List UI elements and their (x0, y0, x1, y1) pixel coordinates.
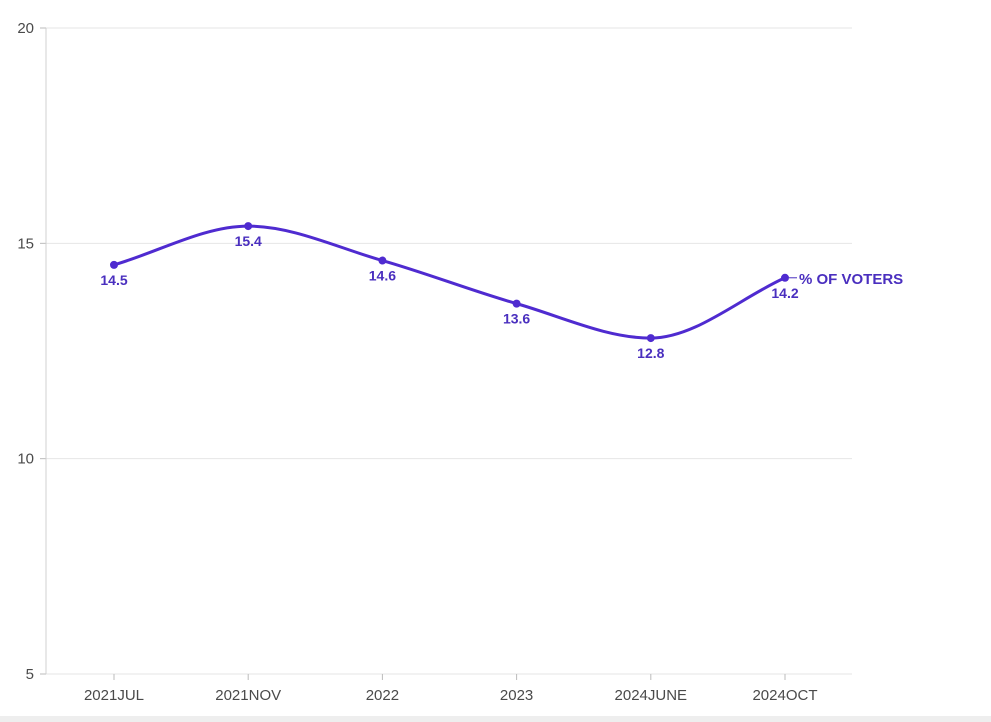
x-tick-label: 2024OCT (752, 687, 817, 704)
data-points (110, 222, 789, 343)
data-label: 14.6 (369, 268, 396, 284)
data-labels: 14.5 15.4 14.6 13.6 12.8 14.2 (100, 233, 798, 361)
data-point (512, 299, 521, 308)
x-tick-label: 2023 (500, 687, 533, 704)
data-point (110, 260, 118, 269)
series-label-voters: % OF VOTERS (799, 271, 903, 288)
y-tick-label: 5 (26, 666, 34, 683)
x-tick-label: 2021NOV (215, 687, 281, 704)
y-tick-label: 20 (17, 20, 34, 37)
y-tick-label: 10 (17, 451, 34, 468)
data-point (781, 273, 789, 282)
x-tick-label: 2022 (366, 687, 399, 704)
data-label: 13.6 (503, 311, 530, 327)
gridlines (40, 27, 852, 675)
x-tick-label: 2024JUNE (615, 687, 688, 704)
y-axis-ticks: 5 10 15 20 (17, 20, 34, 683)
data-point (646, 334, 655, 343)
data-label: 12.8 (637, 345, 664, 361)
data-point (244, 222, 253, 231)
x-tick-label: 2021JUL (84, 687, 144, 704)
series-line-voters (113, 224, 786, 340)
data-label: 15.4 (235, 233, 262, 249)
y-tick-label: 15 (17, 235, 34, 252)
data-label: 14.5 (100, 272, 127, 288)
data-point (378, 256, 387, 265)
x-axis-ticks: 2021JUL 2021NOV 2022 2023 2024JUNE 2024OCT (84, 674, 818, 704)
bottom-strip (0, 716, 991, 722)
data-label: 14.2 (771, 285, 798, 301)
